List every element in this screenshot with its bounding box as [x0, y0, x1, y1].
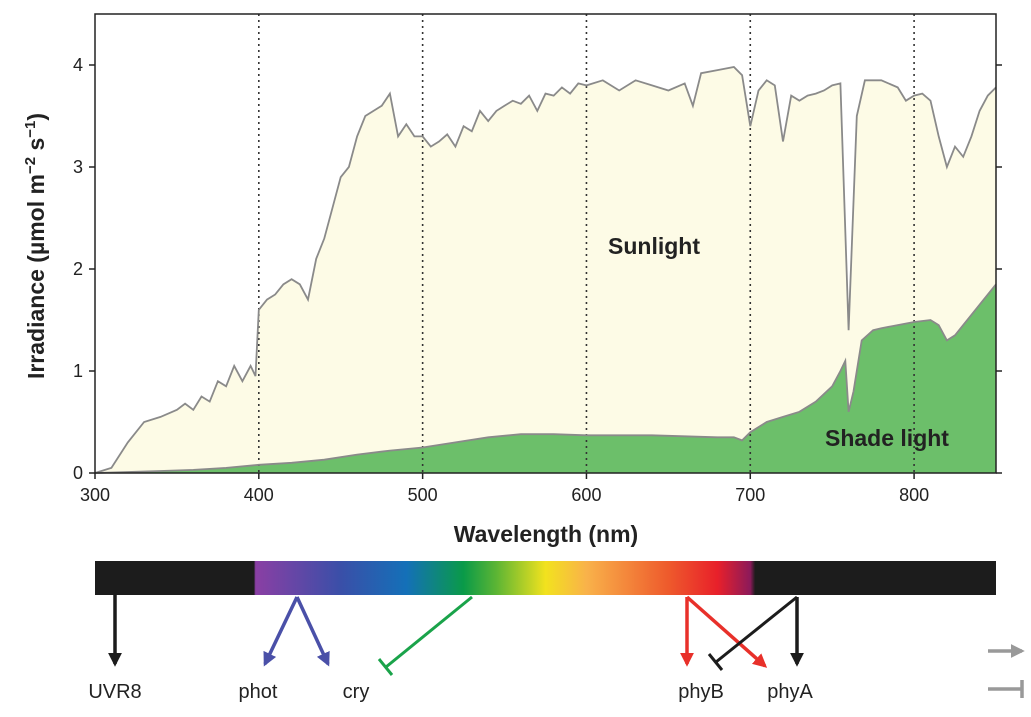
y-axis-title-middle: s [23, 138, 49, 157]
sunlight-area [95, 67, 996, 473]
y-axis: 0 1 2 3 4 [73, 55, 1002, 483]
farred-inhibition-bar [707, 653, 724, 671]
y-axis-title-exponent-1: −2 [22, 157, 39, 174]
x-axis: 300 400 500 600 700 800 [80, 473, 929, 505]
x-tick-label-400: 400 [244, 485, 274, 505]
sunlight-annotation: Sunlight [608, 233, 700, 259]
red-to-phya-arrow [685, 595, 768, 668]
x-tick-label-700: 700 [735, 485, 765, 505]
receptor-label-phyb: phyB [678, 681, 724, 703]
y-axis-title-main: Irradiance (µmol m [23, 174, 49, 379]
legend-symbols [988, 644, 1025, 698]
y-tick-label-0: 0 [73, 463, 83, 483]
green-inhibition-bar [377, 658, 394, 676]
receptor-label-phya: phyA [767, 681, 813, 703]
x-tick-label-800: 800 [899, 485, 929, 505]
y-axis-title-exponent-2: −1 [22, 121, 39, 138]
shade-light-area [95, 284, 996, 473]
farred-phyb-inhibition [715, 595, 798, 664]
green-cry-inhibition [385, 595, 473, 669]
receptor-label-uvr8: UVR8 [88, 681, 141, 703]
plot-area [94, 13, 997, 474]
shade-light-outline [94, 283, 997, 474]
blue-to-cry-arrow [295, 596, 330, 667]
x-axis-title: Wavelength (nm) [454, 521, 638, 547]
y-tick-label-2: 2 [73, 259, 83, 279]
y-tick-label-3: 3 [73, 157, 83, 177]
y-axis-title-end: ) [23, 113, 49, 121]
sunlight-outline [94, 66, 997, 474]
y-axis-title: Irradiance (µmol m−2 s−1) [22, 113, 49, 379]
shade-light-annotation: Shade light [825, 425, 949, 451]
x-tick-label-600: 600 [571, 485, 601, 505]
y-tick-label-1: 1 [73, 361, 83, 381]
x-tick-label-500: 500 [408, 485, 438, 505]
vertical-gridlines [258, 14, 915, 473]
receptor-label-cry: cry [343, 681, 370, 703]
photoreceptor-labels: UVR8 phot cry phyB phyA [88, 681, 813, 703]
plot-frame [94, 13, 997, 474]
phot-arrow [263, 596, 299, 667]
y-tick-label-4: 4 [73, 55, 83, 75]
spectrum-bar [95, 561, 996, 595]
photoreceptor-arrows [108, 595, 804, 676]
x-tick-label-300: 300 [80, 485, 110, 505]
receptor-label-phot: phot [239, 681, 278, 703]
